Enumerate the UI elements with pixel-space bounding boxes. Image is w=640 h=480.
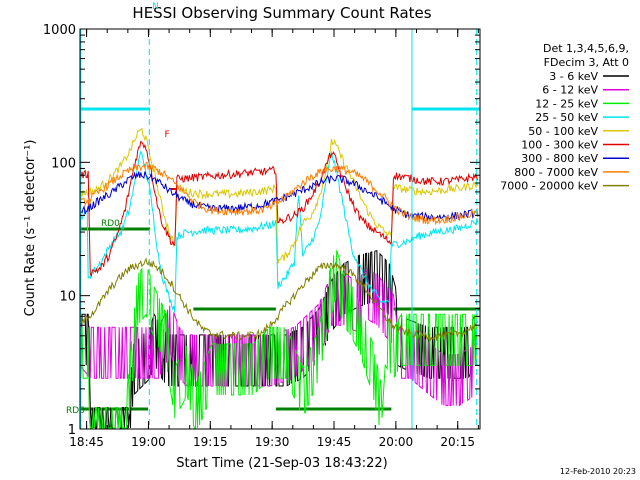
legend-label-6-12-kev: 6 - 12 keV	[542, 84, 598, 97]
legend-label-25-50-kev: 25 - 50 keV	[535, 111, 598, 124]
marker-n: N	[152, 2, 159, 12]
legend-label-300-800-kev: 300 - 800 keV	[521, 152, 598, 165]
flag-markers: NF	[152, 2, 170, 140]
legend-label-12-25-kev: 12 - 25 keV	[535, 97, 598, 110]
legend: Det 1,3,4,5,6,9, FDecim 3, Att 0 3 - 6 k…	[500, 42, 629, 193]
legend-label-100-300-kev: 100 - 300 keV	[521, 139, 598, 152]
y-tick-label-1: 1	[68, 423, 76, 438]
legend-label-50-100-kev: 50 - 100 keV	[528, 125, 598, 138]
legend-label-3-6-kev: 3 - 6 keV	[549, 70, 598, 83]
x-tick-label-20-15: 20:15	[440, 435, 475, 449]
plot-frame	[79, 28, 481, 430]
legend-header-line-1: Det 1,3,4,5,6,9,	[543, 42, 629, 55]
y-axis-label: Count Rate (s⁻¹ detector⁻¹)	[23, 140, 38, 317]
reference-lines	[80, 29, 478, 429]
y-tick-label-100: 100	[51, 156, 76, 171]
legend-label-800-7000-kev: 800 - 7000 keV	[514, 166, 598, 179]
legend-label-7000-20000-kev: 7000 - 20000 keV	[500, 180, 598, 193]
flag-bars: RD0 RD6	[66, 107, 480, 416]
x-tick-label-19-45: 19:45	[317, 435, 352, 449]
y-tick-label-1000: 1000	[43, 23, 76, 38]
x-tick-label-20-00: 20:00	[379, 435, 414, 449]
x-tick-label-18-45: 18:45	[69, 435, 104, 449]
legend-header-line-2: FDecim 3, Att 0	[544, 56, 629, 69]
x-tick-label-19-15: 19:15	[193, 435, 228, 449]
x-tick-label-19-30: 19:30	[255, 435, 290, 449]
y-tick-label-10: 10	[59, 290, 76, 305]
flag-label-rd6: RD6	[66, 406, 85, 416]
axis-ticks: 18:45 19:00 19:15 19:30 19:45 20:00 20:15 1 10 10…	[43, 23, 480, 449]
marker-f: F	[165, 130, 170, 140]
footer-date: 12-Feb-2010 20:23	[560, 467, 636, 476]
flag-label-rd0: RD0	[101, 219, 120, 229]
x-axis-label: Start Time (21-Sep-03 18:43:22)	[176, 456, 387, 471]
x-tick-label-19-00: 19:00	[131, 435, 166, 449]
chart-title: HESSI Observing Summary Count Rates	[132, 4, 431, 22]
